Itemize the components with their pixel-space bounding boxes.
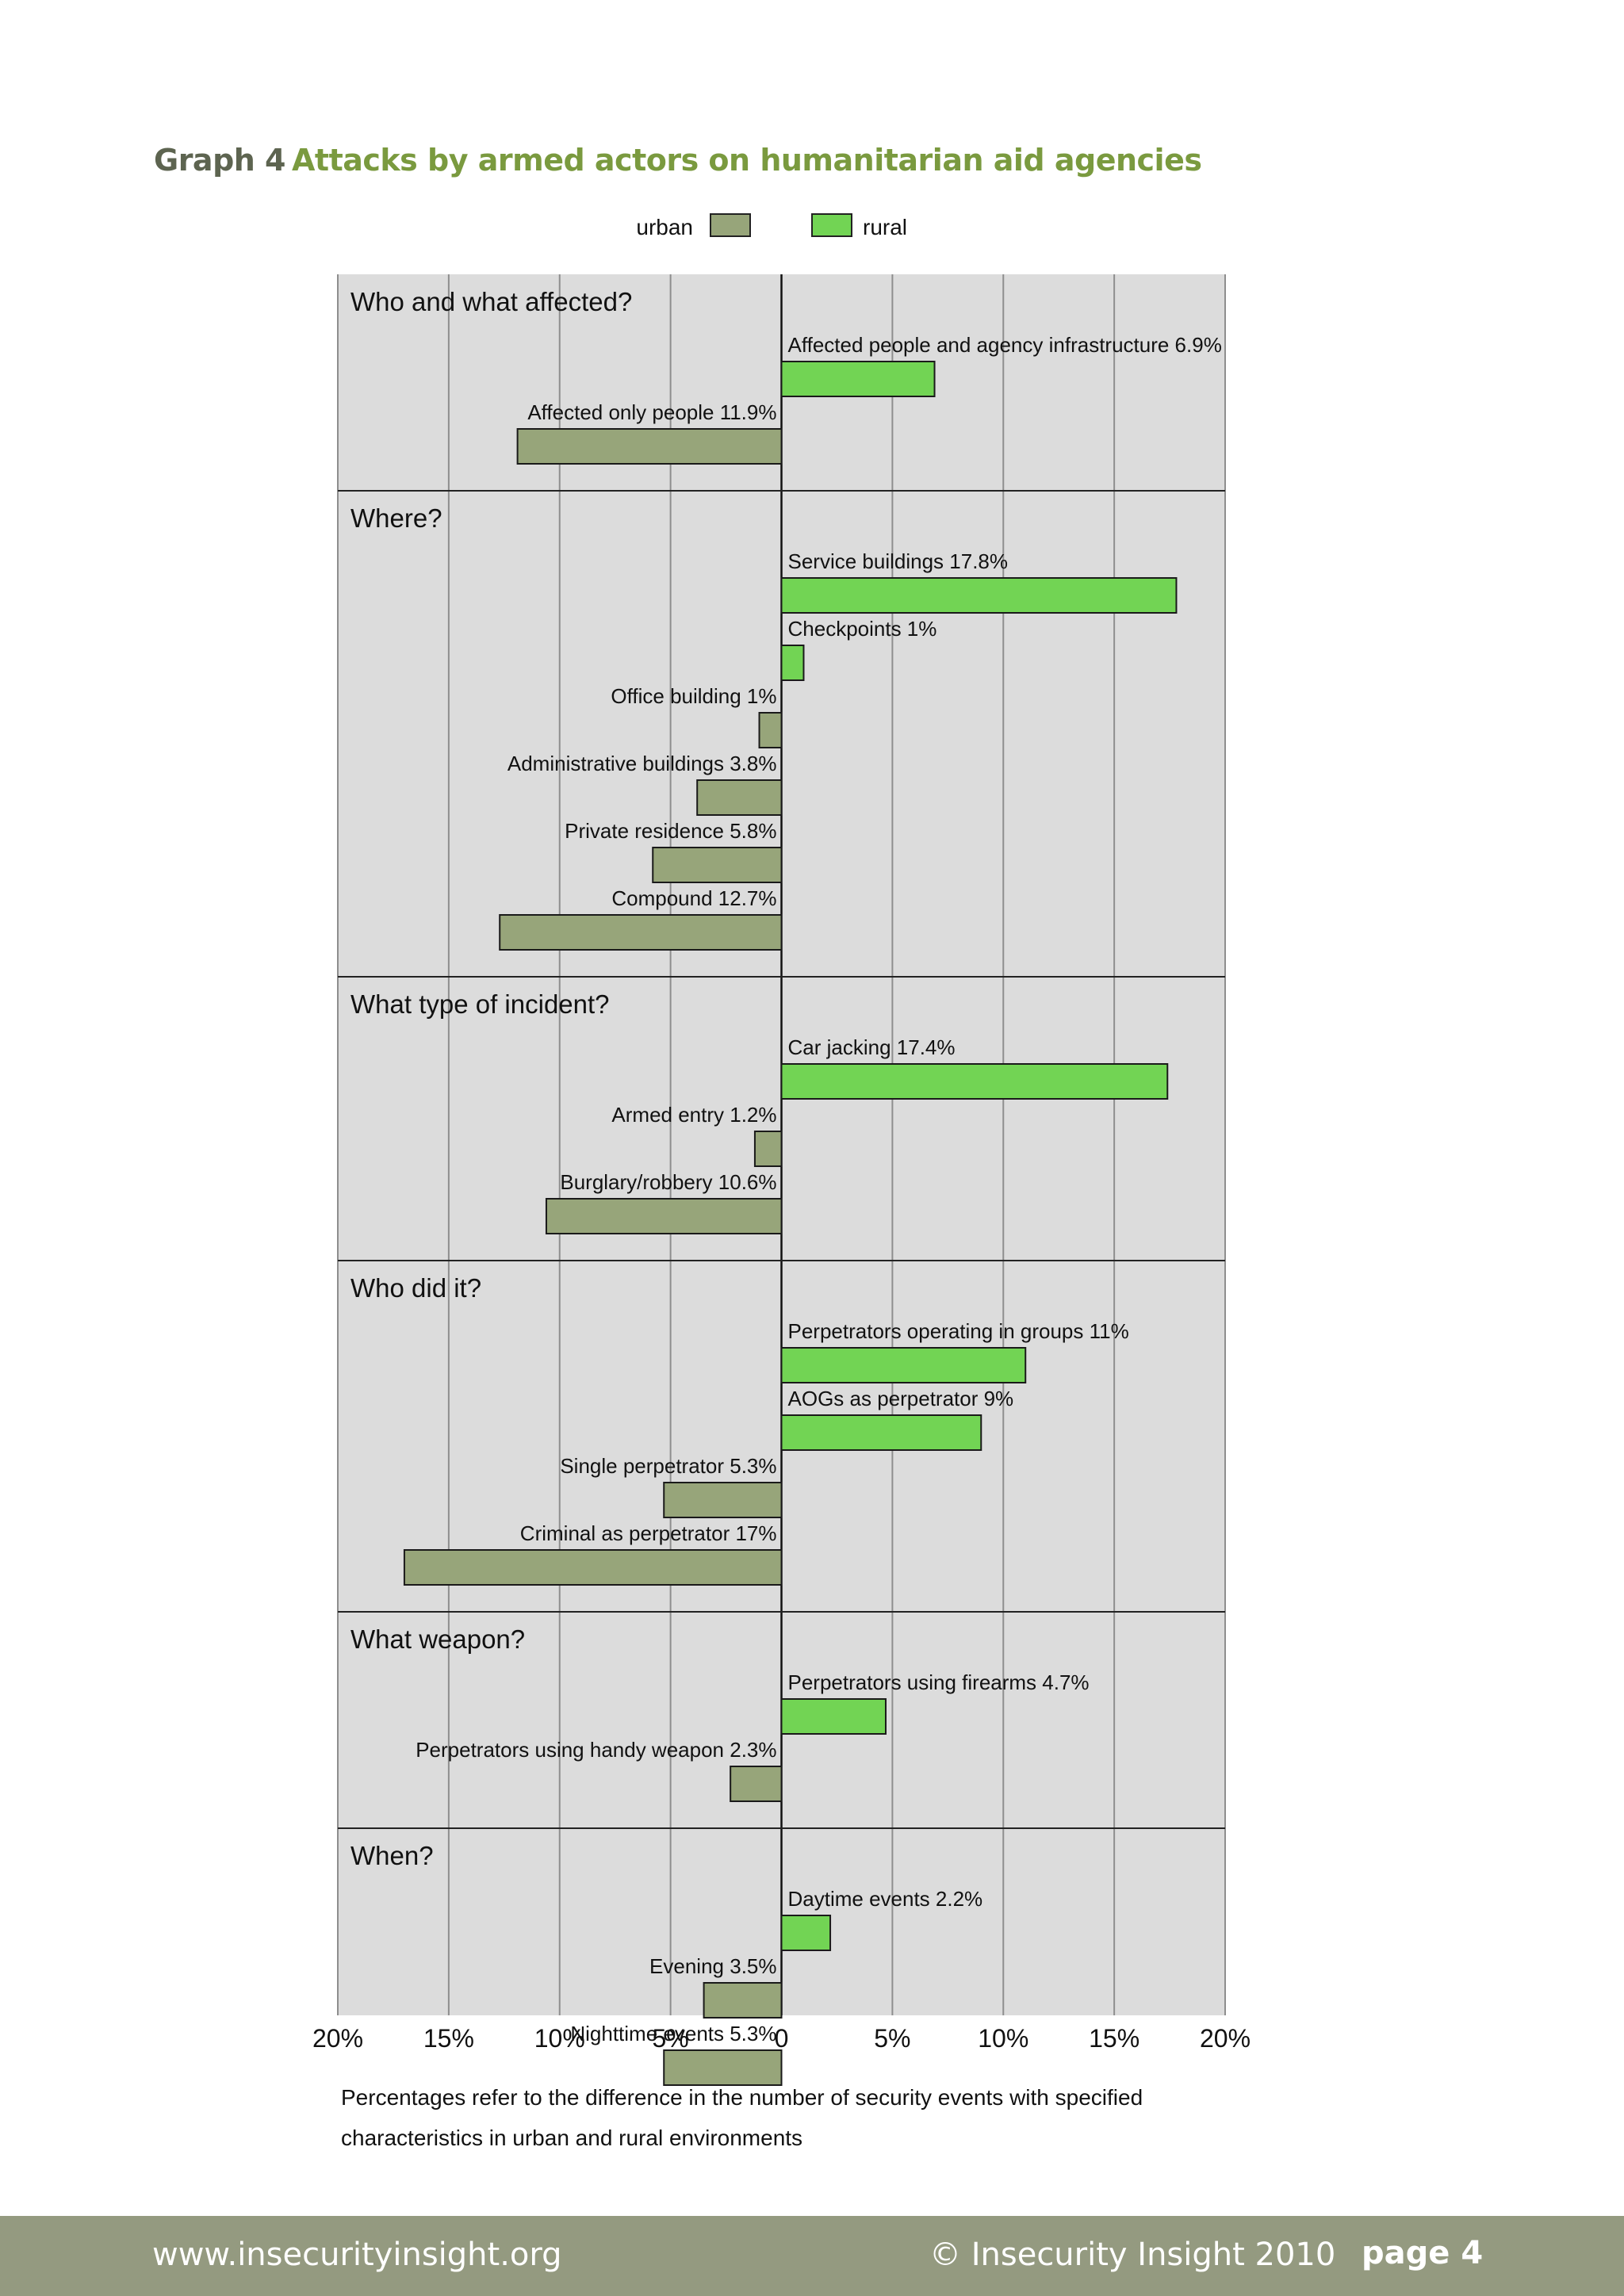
- section-heading: What weapon?: [350, 1624, 525, 1654]
- section-heading: Who did it?: [350, 1273, 481, 1303]
- bar-label: Administrative buildings 3.8%: [508, 752, 777, 775]
- x-tick-label: 10%: [534, 2024, 585, 2053]
- bar-rural: [780, 1347, 1027, 1383]
- x-axis-ticks: 20% 15% 10% 5% 0 5% 10% 15% 20%: [312, 2024, 1251, 2053]
- bar-rural: [780, 1698, 887, 1735]
- x-tick-label: 5%: [653, 2024, 689, 2053]
- x-tick-label: 0: [775, 2024, 789, 2053]
- bar-label: Private residence 5.8%: [565, 819, 776, 843]
- bar-label: Daytime events 2.2%: [788, 1887, 983, 1911]
- bar-urban: [663, 1482, 783, 1518]
- x-tick-label: 15%: [423, 2024, 474, 2053]
- footer-website-link[interactable]: www.insecurityinsight.org: [152, 2237, 562, 2273]
- bar-rural: [780, 1063, 1169, 1100]
- bar-urban: [545, 1198, 783, 1234]
- chart-note: Percentages refer to the difference in t…: [341, 2077, 1293, 2158]
- bar-label: Perpetrators using firearms 4.7%: [788, 1670, 1090, 1694]
- bar-label: Service buildings 17.8%: [788, 549, 1009, 573]
- bar-urban: [516, 428, 783, 465]
- bar-label: Affected only people 11.9%: [527, 400, 776, 424]
- legend-label-urban: urban: [636, 215, 693, 239]
- bar-label: Compound 12.7%: [611, 886, 776, 910]
- section-heading: When?: [350, 1841, 434, 1870]
- chart-bars: [403, 361, 1178, 2086]
- bar-urban: [652, 847, 783, 883]
- footer-copyright: © Insecurity Insight 2010: [929, 2237, 1336, 2273]
- bar-label: Nighttime events 5.3%: [570, 2022, 776, 2045]
- graph-number: Graph 4: [154, 143, 286, 178]
- bar-urban: [753, 1131, 783, 1167]
- x-tick-label: 20%: [1200, 2024, 1251, 2053]
- bar-label: AOGs as perpetrator 9%: [788, 1387, 1014, 1410]
- bar-label: Burglary/robbery 10.6%: [560, 1170, 776, 1194]
- bar-label: Criminal as perpetrator 17%: [520, 1521, 777, 1545]
- footer-page-number: page 4: [1362, 2235, 1484, 2271]
- bar-label: Single perpetrator 5.3%: [560, 1454, 776, 1478]
- legend-swatch-rural: [811, 213, 852, 237]
- x-tick-label: 20%: [312, 2024, 363, 2053]
- bar-urban: [730, 1766, 783, 1802]
- bar-rural: [780, 577, 1178, 614]
- chart-legend: urban rural: [636, 213, 907, 239]
- bar-label: Armed entry 1.2%: [611, 1103, 776, 1127]
- x-tick-label: 10%: [978, 2024, 1028, 2053]
- bar-urban: [758, 712, 783, 748]
- bar-rural: [780, 1414, 982, 1451]
- bar-label: Perpetrators operating in groups 11%: [788, 1319, 1129, 1343]
- bar-rural: [780, 1915, 832, 1951]
- bar-label: Office building 1%: [611, 684, 776, 708]
- bar-label: Car jacking 17.4%: [788, 1035, 956, 1059]
- bar-urban: [499, 914, 783, 951]
- diverging-bar-chart: urban rural Who and what affected? Affecte…: [312, 213, 1251, 2086]
- bar-rural: [780, 361, 936, 397]
- graph-title-text: Attacks by armed actors on humanitarian …: [292, 143, 1202, 178]
- bar-label: Affected people and agency infrastructur…: [788, 333, 1222, 357]
- bar-urban: [696, 779, 783, 816]
- legend-swatch-urban: [710, 213, 751, 237]
- bar-label: Checkpoints 1%: [788, 617, 937, 641]
- chart-labels: Who and what affected? Affected people an…: [350, 287, 1222, 2045]
- bar-urban: [703, 1982, 783, 2019]
- graph-title: Graph 4 Attacks by armed actors on humani…: [154, 143, 1202, 178]
- bar-label: Evening 3.5%: [649, 1954, 776, 1978]
- bar-urban: [663, 2049, 783, 2086]
- bar-label: Perpetrators using handy weapon 2.3%: [416, 1738, 776, 1762]
- x-tick-label: 5%: [874, 2024, 910, 2053]
- chart-note-line-2: characteristics in urban and rural envir…: [341, 2126, 803, 2150]
- page-footer: www.insecurityinsight.org © Insecurity I…: [0, 2216, 1624, 2296]
- bar-urban: [403, 1549, 783, 1586]
- chart-note-line-1: Percentages refer to the difference in t…: [341, 2085, 1143, 2110]
- bar-rural: [780, 645, 805, 681]
- x-tick-label: 15%: [1089, 2024, 1139, 2053]
- section-heading: Where?: [350, 503, 442, 533]
- section-heading: Who and what affected?: [350, 287, 632, 316]
- section-heading: What type of incident?: [350, 989, 610, 1019]
- legend-label-rural: rural: [863, 215, 907, 239]
